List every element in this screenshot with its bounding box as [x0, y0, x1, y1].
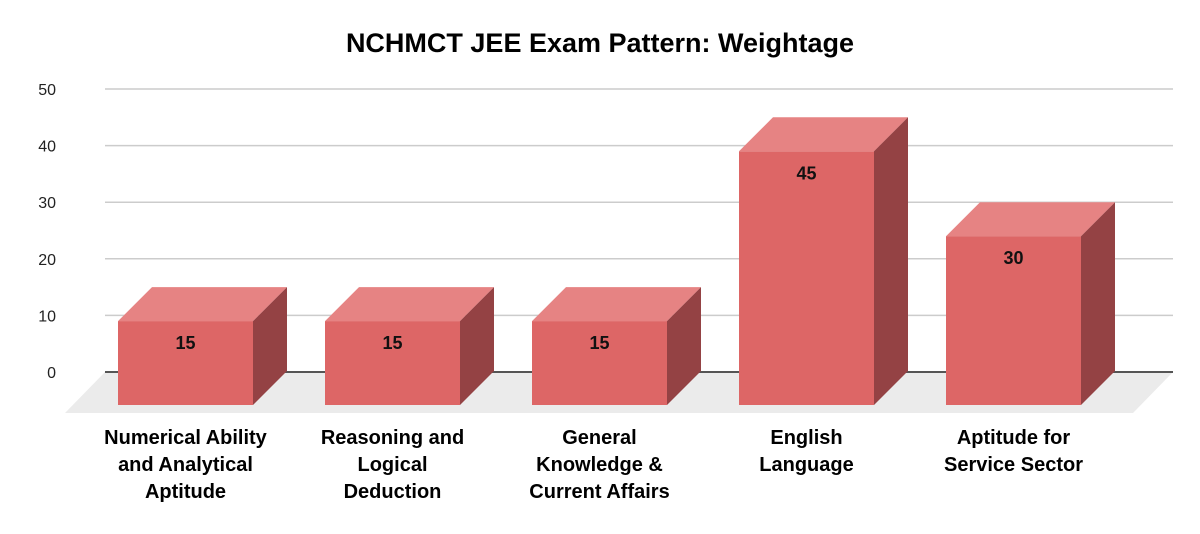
- data-label: 45: [796, 163, 816, 183]
- bar-front-face: [532, 321, 667, 405]
- bar-side-face: [874, 117, 908, 406]
- data-label: 30: [1003, 248, 1023, 268]
- bar-side-face: [460, 287, 494, 405]
- y-tick-label: 40: [38, 139, 56, 156]
- y-tick-label: 0: [47, 365, 56, 382]
- x-axis-label-line: Reasoning and: [320, 427, 465, 449]
- bar-top-face: [739, 117, 908, 152]
- bars: 15 15 15 45 30: [118, 117, 1115, 406]
- bar-front-face: [118, 321, 253, 405]
- x-axis-label: Aptitude for Service Sector: [914, 425, 1114, 479]
- y-tick-label: 30: [38, 195, 56, 212]
- bar-side-face: [667, 287, 701, 405]
- bar-side-face: [1081, 202, 1115, 405]
- data-label: 15: [589, 333, 609, 353]
- bar: 15: [532, 287, 701, 405]
- x-axis-label-line: Deduction: [343, 481, 442, 503]
- x-axis-label-line: Aptitude for: [956, 427, 1071, 449]
- chart-title: NCHMCT JEE Exam Pattern: Weightage: [345, 28, 855, 58]
- x-axis-label-line: General: [562, 427, 637, 449]
- x-axis-label: Reasoning and Logical Deduction: [293, 425, 493, 506]
- bar-front-face: [946, 236, 1081, 405]
- x-axis-label-line: English: [770, 427, 843, 449]
- bar-front-face: [739, 151, 874, 405]
- data-label: 15: [175, 333, 195, 353]
- y-axis: 0 10 20 30 40 50: [38, 82, 56, 382]
- x-axis-label: Numerical Ability and Analytical Aptitude: [86, 425, 286, 506]
- x-axis-label-line: Logical: [357, 454, 428, 476]
- bar-top-face: [946, 202, 1115, 237]
- bar: 30: [946, 202, 1115, 405]
- bar-top-face: [532, 287, 701, 322]
- x-axis-label: General Knowledge & Current Affairs: [500, 425, 700, 506]
- x-axis-label-line: Aptitude: [144, 481, 227, 503]
- x-axis-label-line: Service Sector: [944, 454, 1083, 476]
- bar: 15: [325, 287, 494, 405]
- bar: 45: [739, 117, 908, 406]
- x-axis-label-line: Knowledge &: [536, 454, 663, 476]
- y-tick-label: 10: [38, 308, 56, 325]
- bar: 15: [118, 287, 287, 405]
- bar-side-face: [253, 287, 287, 405]
- bar-front-face: [325, 321, 460, 405]
- x-axis-label-line: and Analytical: [118, 454, 253, 476]
- y-tick-label: 50: [38, 82, 56, 99]
- y-tick-label: 20: [38, 252, 56, 269]
- data-label: 15: [382, 333, 402, 353]
- x-axis-label-line: Language: [759, 454, 854, 476]
- bar-top-face: [325, 287, 494, 322]
- bar-top-face: [118, 287, 287, 322]
- x-axis-label: English Language: [707, 425, 907, 479]
- x-axis-label-line: Current Affairs: [529, 481, 670, 503]
- x-axis-label-line: Numerical Ability: [104, 427, 267, 449]
